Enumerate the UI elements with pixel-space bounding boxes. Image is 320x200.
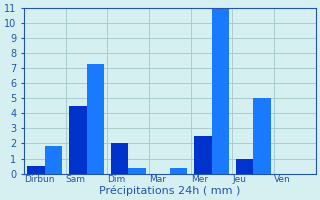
Bar bbox=[45, 146, 62, 174]
Bar bbox=[170, 168, 188, 174]
Bar bbox=[212, 8, 229, 174]
Bar bbox=[87, 64, 104, 174]
X-axis label: Précipitations 24h ( mm ): Précipitations 24h ( mm ) bbox=[99, 185, 241, 196]
Bar bbox=[253, 98, 271, 174]
Bar bbox=[28, 166, 45, 174]
Bar bbox=[111, 143, 128, 174]
Bar bbox=[194, 136, 212, 174]
Bar bbox=[69, 106, 87, 174]
Bar bbox=[128, 168, 146, 174]
Bar bbox=[236, 159, 253, 174]
